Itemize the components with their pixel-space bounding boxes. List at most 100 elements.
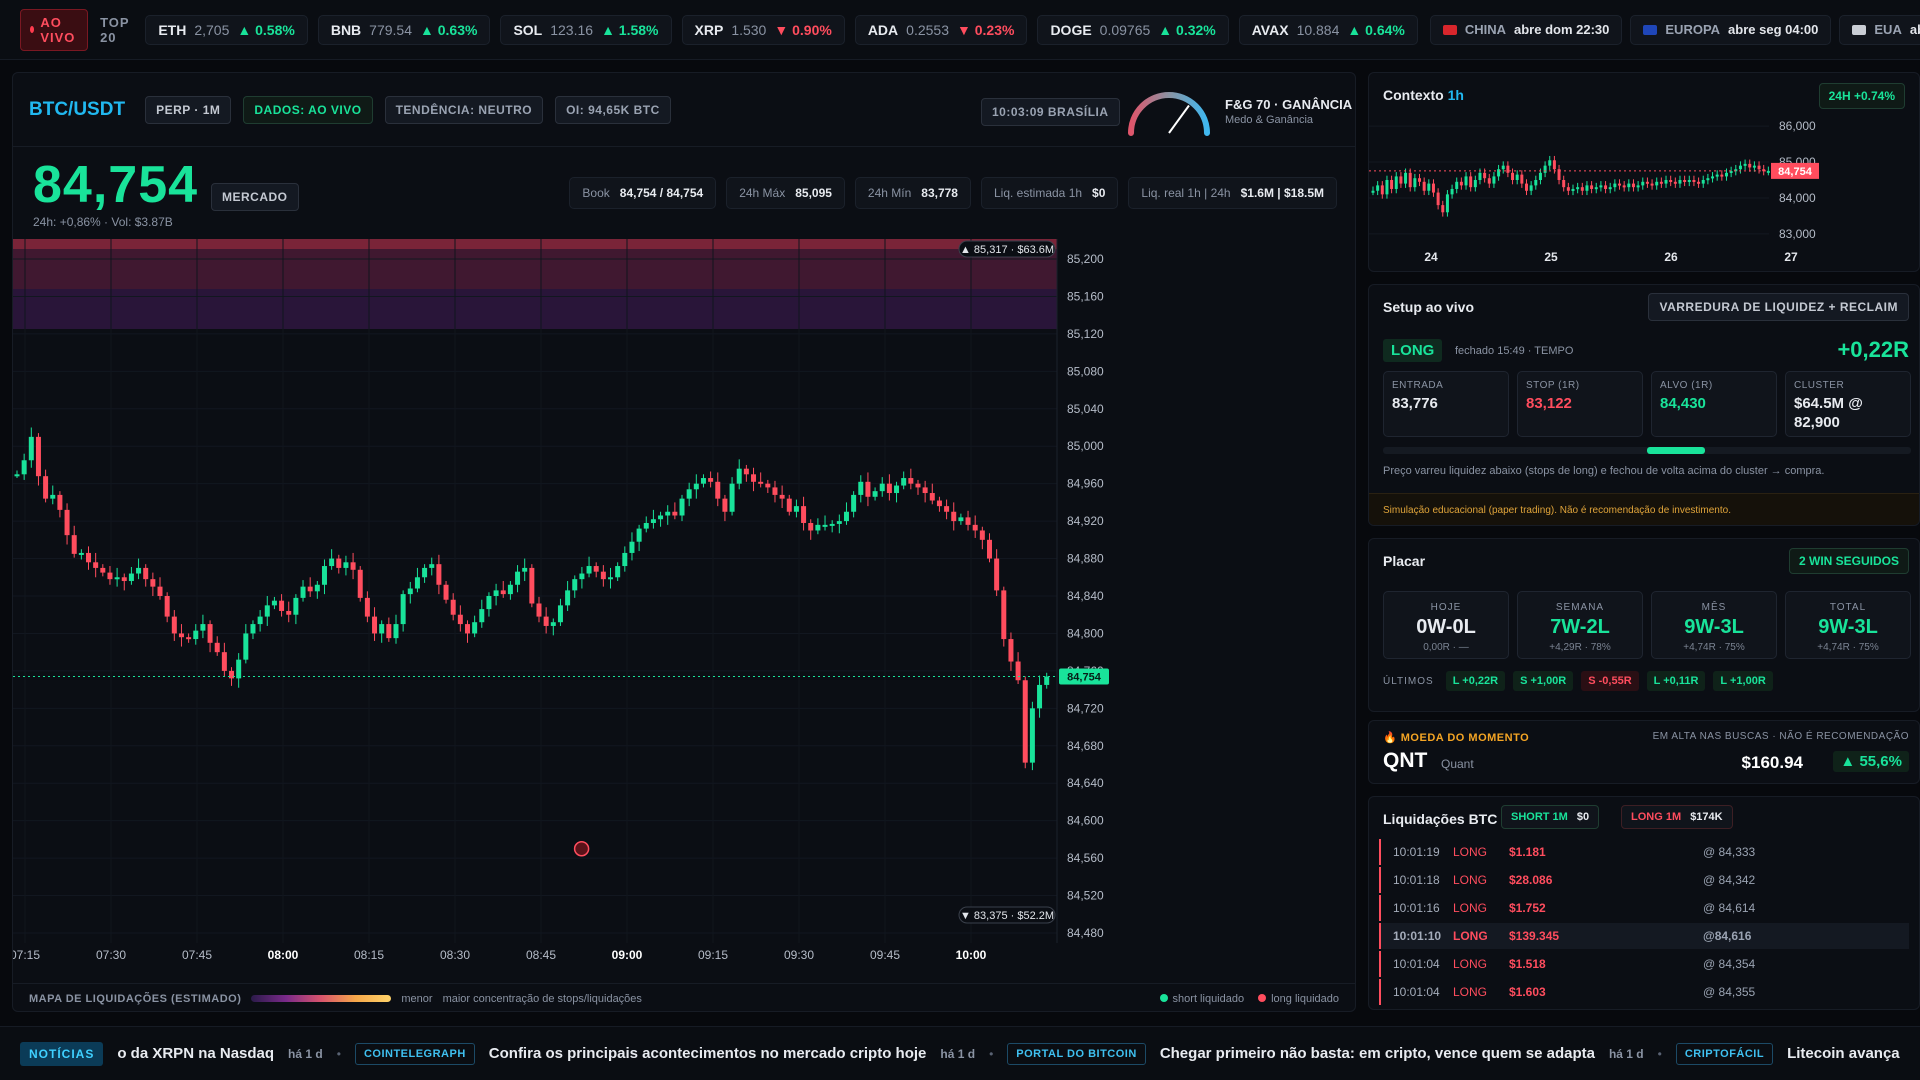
ctx-candle <box>1580 187 1584 191</box>
candle-body <box>1022 680 1028 763</box>
flag-icon <box>1643 24 1658 35</box>
liq-time: 10:01:10 <box>1393 929 1442 943</box>
ctx-candle <box>1711 176 1715 179</box>
stat-value: 84,754 / 84,754 <box>619 186 704 200</box>
liq-amount: $1.603 <box>1509 985 1546 999</box>
score-box-sub: +4,74R · 75% <box>1683 642 1745 653</box>
liq-time: 10:01:18 <box>1393 873 1440 887</box>
x-tick-label: 08:15 <box>354 948 384 962</box>
score-box-2: MÊS 9W-3L +4,74R · 75% <box>1651 591 1777 659</box>
market-name: CHINA <box>1464 22 1507 37</box>
ticker-list: ETH 2,705 ▲ 0.58% BNB 779.54 ▲ 0.63% SOL 123.16… <box>145 14 1418 45</box>
ticker-symbol: BNB <box>330 21 362 38</box>
price-bar: 84,754 MERCADO 24h: +0,86% · Vol: $3.87B… <box>13 147 1355 239</box>
y-tick-label: 85,080 <box>1067 364 1104 378</box>
cluster-value: $64.5M @ 82,900 <box>1794 395 1863 431</box>
ctx-candle <box>1766 170 1770 173</box>
candle-body <box>271 600 277 606</box>
candle-body <box>736 468 742 484</box>
liq-price: @ 84,342 <box>1703 873 1756 887</box>
liq-time: 10:01:04 <box>1393 985 1440 999</box>
top20-label[interactable]: TOP 20 <box>100 14 130 45</box>
price-change-24h: 24h: +0,86% · Vol: $3.87B <box>33 215 173 229</box>
ctx-y-tick: 83,000 <box>1779 227 1816 241</box>
stat-key: Book <box>582 186 610 200</box>
news-headline[interactable]: Chegar primeiro não basta: em cripto, ve… <box>1159 1045 1595 1062</box>
ctx-x-tick: 27 <box>1784 250 1798 264</box>
news-source[interactable]: COINTELEGRAPH <box>354 1042 475 1065</box>
candle-body <box>207 624 213 643</box>
news-source[interactable]: PORTAL DO BITCOIN <box>1007 1042 1146 1065</box>
ctx-candle <box>1427 183 1431 191</box>
candle-body <box>565 590 571 606</box>
ticker-avax[interactable]: AVAX 10.884 ▲ 0.64% <box>1238 14 1418 45</box>
candle-body <box>350 562 356 570</box>
trending-coin-panel[interactable]: 🔥 MOEDA DO MOMENTO EM ALTA NAS BUSCAS · … <box>1368 720 1920 784</box>
long-dot-icon <box>1258 993 1267 1002</box>
market-status: abre dom 22:30 <box>1514 22 1610 37</box>
ctx-candle <box>1408 172 1412 188</box>
market-chip[interactable]: MERCADO <box>211 183 299 211</box>
liq-long-value: $174K <box>1690 811 1723 823</box>
ctx-candle <box>1757 165 1761 170</box>
news-items: o da XRPN na Nasdaq há 1 d • COINTELEGRAPH C… <box>117 1042 1900 1065</box>
ctx-candle <box>1724 172 1728 177</box>
liq-side: LONG <box>1453 901 1488 915</box>
stop-key: STOP (1R) <box>1526 380 1580 391</box>
news-ticker: NOTÍCIAS o da XRPN na Nasdaq há 1 d • COINT… <box>0 1026 1920 1080</box>
ticker-bnb[interactable]: BNB 779.54 ▲ 0.63% <box>317 14 491 45</box>
ctx-candle <box>1743 163 1747 166</box>
ctx-candle <box>1548 160 1552 166</box>
news-source[interactable]: CRIPTOFÁCIL <box>1675 1042 1774 1065</box>
news-separator: • <box>989 1046 994 1061</box>
news-headline[interactable]: Confira os principais acontecimentos no … <box>488 1045 927 1062</box>
pair-title[interactable]: BTC/USDT <box>29 98 126 120</box>
chip-perp[interactable]: PERP · 1M <box>145 95 232 124</box>
ticker-price: 0.09765 <box>1099 21 1151 38</box>
stat-value: 85,095 <box>795 186 832 200</box>
candle-body <box>801 506 807 523</box>
ticker-eth[interactable]: ETH 2,705 ▲ 0.58% <box>145 14 308 45</box>
zone-bottom-label: ▼ 83,375 · $52.2M <box>958 906 1056 924</box>
candle-body <box>579 573 585 580</box>
ctx-candle <box>1534 180 1538 186</box>
ticker-sol[interactable]: SOL 123.16 ▲ 1.58% <box>500 14 672 45</box>
liq-price: @ 84,355 <box>1703 985 1756 999</box>
candle-body <box>264 605 270 617</box>
setup-closed: fechado 15:49 · TEMPO <box>1455 345 1574 357</box>
candle-body <box>815 524 821 531</box>
candle-body <box>622 552 628 567</box>
score-box-sub: +4,74R · 75% <box>1817 642 1879 653</box>
candle-body <box>557 605 563 623</box>
y-tick-label: 84,640 <box>1067 776 1104 790</box>
candle-body <box>772 487 778 495</box>
x-tick-label: 08:30 <box>440 948 470 962</box>
legend-short-label: short liquidado <box>1172 992 1245 1005</box>
candle-body <box>958 517 964 522</box>
ticker-ada[interactable]: ADA 0.2553 ▼ 0.23% <box>854 14 1028 45</box>
candlestick-chart[interactable]: 85,200 85,160 85,120 85,080 85,040 85,000 84,9… <box>13 239 1356 973</box>
candle-body <box>643 522 649 529</box>
candle-body <box>865 481 871 497</box>
candle-body <box>393 624 399 639</box>
ticker-doge[interactable]: DOGE 0.09765 ▲ 0.32% <box>1037 14 1229 45</box>
live-badge: AO VIVO <box>20 8 89 51</box>
context-timeframe[interactable]: 1h <box>1447 87 1464 103</box>
stat-value: $1.6M | $18.5M <box>1240 186 1324 200</box>
ctx-candle <box>1390 180 1394 189</box>
liq-long-label: LONG 1M <box>1631 811 1682 823</box>
news-headline[interactable]: Litecoin avança <box>1787 1045 1900 1062</box>
candle-body <box>343 562 349 568</box>
candle-body <box>414 577 420 589</box>
win-streak-badge: 2 WIN SEGUIDOS <box>1788 548 1909 574</box>
candle-body <box>944 506 950 512</box>
price-stat: 24h Máx 85,095 <box>726 177 845 209</box>
ctx-candle <box>1394 176 1398 189</box>
cluster-key: CLUSTER <box>1794 380 1845 391</box>
candle-body <box>28 436 34 461</box>
news-headline[interactable]: o da XRPN na Nasdaq <box>117 1045 275 1062</box>
trending-label: 🔥 MOEDA DO MOMENTO <box>1383 731 1529 744</box>
ticker-xrp[interactable]: XRP 1.530 ▼ 0.90% <box>681 14 845 45</box>
ctx-candle <box>1511 172 1515 180</box>
